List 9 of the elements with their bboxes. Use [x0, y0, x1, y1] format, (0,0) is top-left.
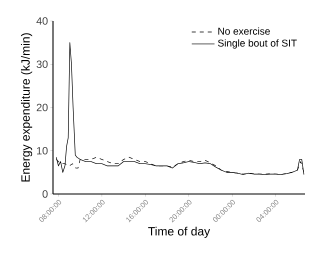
legend-label: Single bout of SIT [218, 39, 297, 49]
y-axis-title: Energy expenditure (kJ/min) [20, 33, 32, 182]
x-axis-title: Time of day [148, 226, 210, 238]
y-tick-label: 20 [36, 104, 48, 112]
y-tick-label: 40 [36, 17, 48, 25]
y-tick-label: 10 [37, 146, 48, 155]
y-tick-label: 0 [42, 190, 48, 198]
legend-label: No exercise [218, 27, 270, 35]
y-tick-label: 30 [36, 60, 48, 68]
